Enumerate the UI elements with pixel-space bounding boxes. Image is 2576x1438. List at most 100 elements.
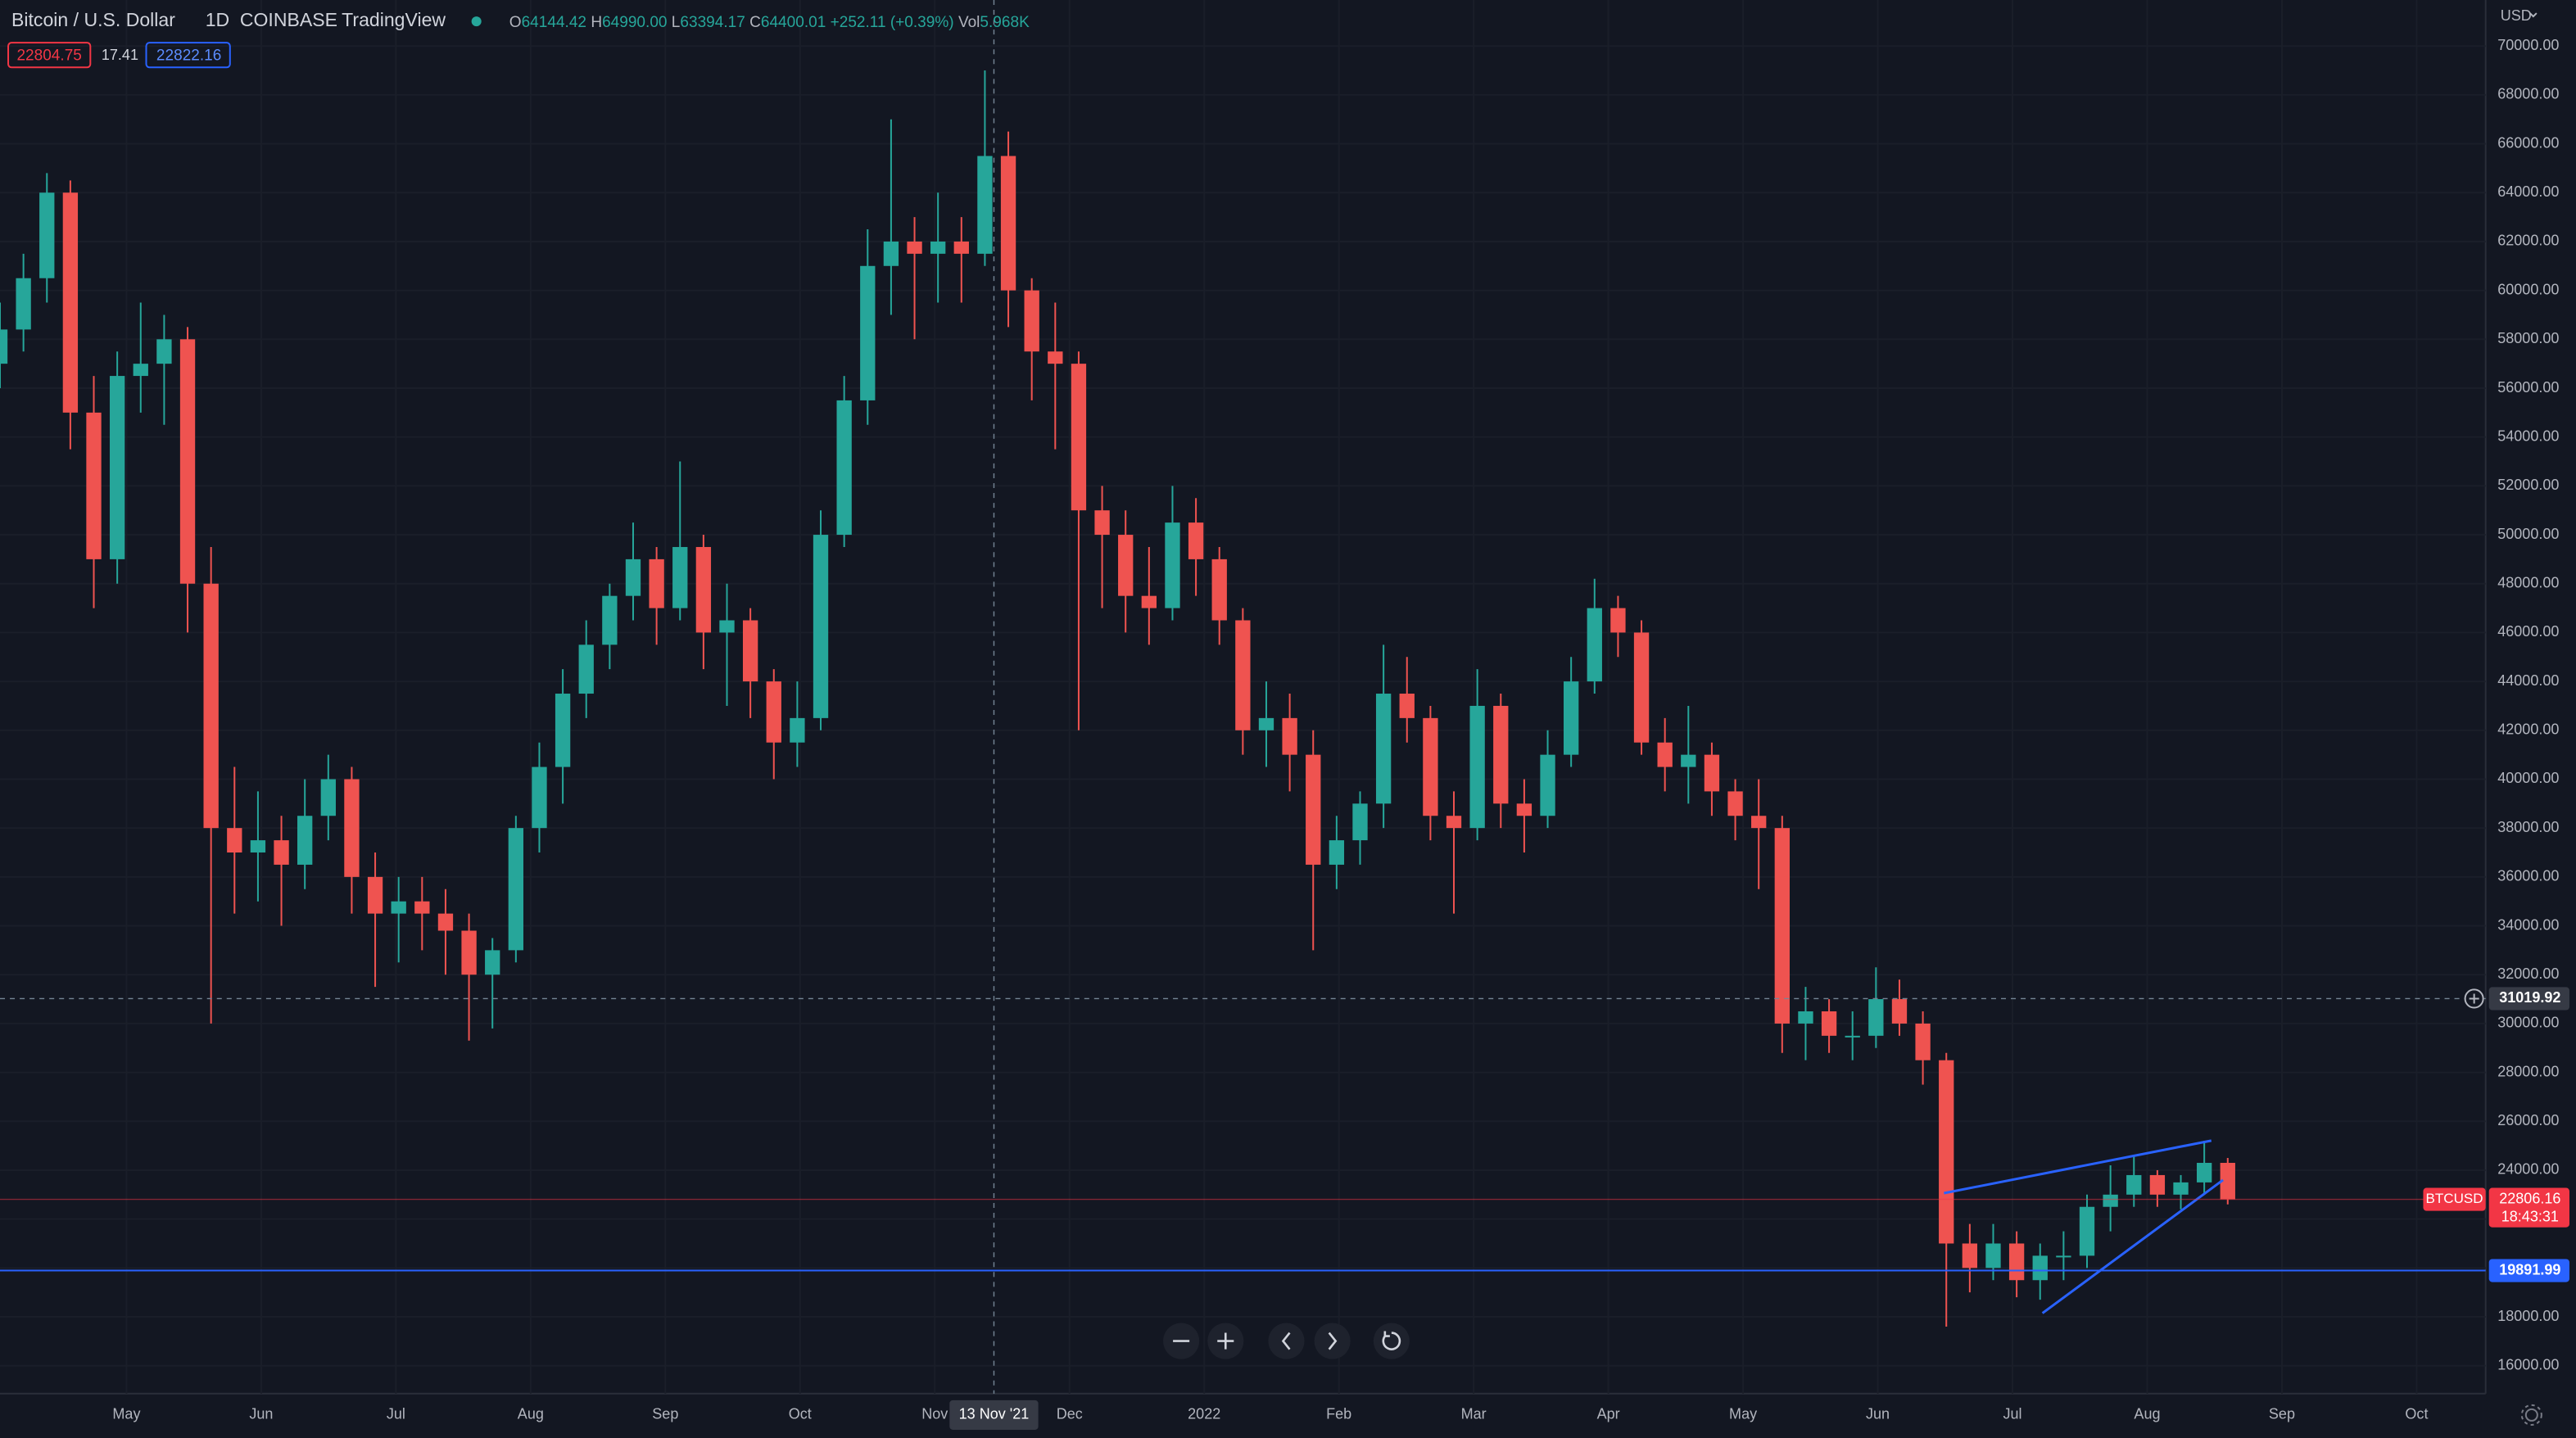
candle-body: [1423, 717, 1438, 816]
trendline: [2041, 1178, 2224, 1314]
candle-body: [1798, 1011, 1813, 1024]
candle-body: [1329, 840, 1345, 865]
candle-body: [742, 620, 758, 682]
reset[interactable]: [1373, 1323, 1410, 1359]
x-tick-label: Jul: [2003, 1406, 2021, 1422]
y-tick-label: 30000.00: [2497, 1015, 2559, 1031]
candle-body: [1610, 608, 1626, 633]
candle-body: [1188, 522, 1204, 559]
y-tick-label: 60000.00: [2497, 281, 2559, 297]
candle-body: [1868, 999, 1884, 1036]
candle-body: [1446, 816, 1462, 829]
candle-body: [1540, 754, 1555, 816]
x-tick-label: Sep: [2269, 1406, 2295, 1422]
candle-body: [1939, 1060, 1954, 1244]
candle-body: [1727, 791, 1743, 816]
candle-body: [109, 376, 125, 559]
candle-body: [1821, 1011, 1837, 1036]
x-tick-label: Dec: [1057, 1406, 1083, 1422]
candle-body: [555, 694, 571, 767]
buy-button[interactable]: [145, 42, 231, 69]
candle-body: [16, 278, 31, 330]
candle-body: [2032, 1255, 2048, 1281]
x-tick-label: Feb: [1326, 1406, 1351, 1422]
sell-button[interactable]: [7, 42, 92, 69]
candle-body: [1024, 290, 1039, 352]
y-tick-label: 48000.00: [2497, 574, 2559, 590]
volume-key: Vol: [958, 14, 980, 31]
currency[interactable]: USD: [2501, 7, 2532, 24]
y-tick-label: 28000.00: [2497, 1063, 2559, 1079]
candle-body: [2173, 1182, 2189, 1195]
y-tick-label: 16000.00: [2497, 1356, 2559, 1372]
y-tick-label: 38000.00: [2497, 819, 2559, 835]
y-tick-label: 36000.00: [2497, 868, 2559, 884]
reset-icon: [1382, 1331, 1401, 1350]
ohlc-key: L: [672, 14, 681, 31]
candle-body: [320, 779, 336, 816]
candle-body: [274, 840, 289, 865]
candle-body: [1048, 351, 1063, 364]
crosshair-price: 31019.92: [2499, 989, 2560, 1006]
candle-body: [625, 558, 641, 596]
candle-body: [1141, 595, 1157, 608]
scroll-left[interactable]: [1268, 1323, 1305, 1359]
candle-body: [836, 400, 852, 536]
y-tick-label: 52000.00: [2497, 477, 2559, 493]
x-tick-label: Jun: [249, 1406, 273, 1422]
x-tick-label: 2022: [1188, 1406, 1220, 1422]
candle-body: [790, 717, 805, 743]
candle-body: [62, 192, 79, 413]
horizontal-line-label-bg: [2488, 1259, 2569, 1282]
interval[interactable]: 1D: [206, 9, 229, 30]
y-tick-label: 64000.00: [2497, 183, 2559, 200]
current-price-label: 22806.16: [2499, 1190, 2560, 1206]
currency-chevron: [2529, 12, 2538, 18]
volume: 5.968K: [980, 14, 1030, 31]
candle-body: [1962, 1243, 1978, 1268]
current-price-label-bg: [2488, 1187, 2569, 1228]
ohlc-value: 64990.00: [602, 14, 667, 31]
candle-body: [2079, 1206, 2095, 1256]
candle-body: [508, 828, 524, 951]
candle-body: [437, 913, 454, 931]
candle-body: [391, 901, 406, 914]
candle-body: [813, 535, 829, 718]
candle-body: [672, 546, 688, 608]
candle-body: [1211, 558, 1227, 621]
candle-body: [1657, 742, 1673, 767]
candle-body: [1845, 1035, 1860, 1038]
candle-body: [953, 241, 969, 254]
candle-body: [719, 620, 735, 633]
candle-body: [766, 681, 781, 743]
candle-body: [367, 876, 383, 914]
candle-body: [1399, 694, 1415, 718]
ohlc-value: 64144.42: [522, 14, 586, 31]
candle-body: [1469, 705, 1485, 829]
candle-body: [344, 779, 360, 877]
y-tick-label: 26000.00: [2497, 1112, 2559, 1128]
symbol: Bitcoin / U.S. Dollar: [11, 9, 175, 30]
x-tick-label: Sep: [652, 1406, 678, 1422]
zoom-in-icon: [1217, 1332, 1234, 1350]
candle-body: [1306, 754, 1321, 865]
candle-body: [1891, 999, 1908, 1024]
candle-body: [86, 412, 102, 559]
scroll-right[interactable]: [1314, 1323, 1351, 1359]
settings[interactable]: [2520, 1404, 2542, 1426]
candle-body: [0, 329, 8, 364]
symbol-label: BTCUSD: [2426, 1191, 2483, 1206]
buy-price: 22822.16: [156, 47, 221, 64]
x-tick-label: Aug: [518, 1406, 544, 1422]
candle-body: [227, 828, 242, 853]
candle-body: [1681, 754, 1696, 767]
candle-body: [2149, 1174, 2166, 1195]
candle-body: [156, 339, 172, 364]
candle-body: [39, 192, 55, 278]
trendline: [1944, 1139, 2212, 1195]
ohlc-legend: O64144.42 H64990.00 L63394.17 C64400.01 …: [509, 14, 1030, 31]
candle-body: [930, 241, 946, 254]
candle-body: [907, 241, 922, 254]
